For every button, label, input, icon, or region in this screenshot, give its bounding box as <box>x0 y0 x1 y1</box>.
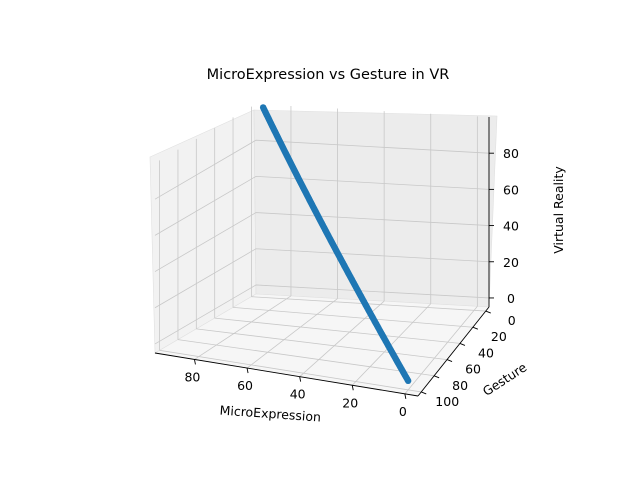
scatter-point <box>259 104 267 111</box>
floor-grid-y <box>196 328 448 360</box>
floor-grid-x <box>194 295 292 360</box>
x-tick-label: 20 <box>342 395 358 410</box>
floor-grid-y <box>159 349 422 393</box>
z-tick-label: 80 <box>503 146 519 161</box>
y-tick-mark <box>485 310 491 314</box>
chart-title: MicroExpression vs Gesture in VR <box>207 67 450 83</box>
y-tick-label: 60 <box>465 362 481 377</box>
y-tick-mark <box>446 359 453 363</box>
y-tick-label: 20 <box>491 329 507 344</box>
y-tick-label: 100 <box>435 394 459 409</box>
z-axis-label: Virtual Reality <box>551 166 566 254</box>
x-tick-mark <box>404 393 407 399</box>
y-tick-mark <box>472 326 479 330</box>
z-tick-label: 60 <box>503 182 519 197</box>
grid-z <box>154 139 490 200</box>
floor-grid-y <box>177 339 435 377</box>
floor-grid-x <box>351 303 432 386</box>
y-tick-label: 40 <box>478 345 494 360</box>
floor-grid-y <box>233 307 473 328</box>
grid-z <box>154 212 490 272</box>
x-tick-label: 60 <box>237 378 253 393</box>
y-tick-label: 80 <box>452 378 468 393</box>
y-tick-mark <box>459 342 466 346</box>
floor-grid-x <box>246 298 338 369</box>
x-axis-line <box>154 352 419 397</box>
x-tick-label: 40 <box>290 387 306 402</box>
grid-z <box>154 175 490 236</box>
y-tick-mark <box>421 391 427 395</box>
grid-z <box>154 284 490 345</box>
x-tick-label: 80 <box>184 369 200 384</box>
x-tick-mark <box>299 376 302 382</box>
z-tick-label: 0 <box>507 291 515 306</box>
axes-panes <box>149 109 498 397</box>
back-pane <box>253 109 498 308</box>
z-tick-label: 20 <box>503 255 519 270</box>
y-axis-label: Gesture <box>480 359 530 399</box>
axes <box>154 117 494 399</box>
x-tick-mark <box>246 367 249 374</box>
y-axis-line <box>417 306 490 397</box>
gridlines <box>154 105 490 395</box>
data-points <box>259 104 412 385</box>
y-tick-label: 0 <box>508 313 516 328</box>
x-tick-mark <box>194 359 196 365</box>
z-tick-label: 40 <box>503 219 519 234</box>
x-axis-label: MicroExpression <box>219 402 321 424</box>
floor-grid-y <box>214 317 460 344</box>
floor-grid-x <box>404 306 478 395</box>
y-tick-mark <box>433 375 440 379</box>
x-tick-label: 0 <box>399 404 407 419</box>
x-tick-mark <box>351 385 354 391</box>
grid-z <box>154 248 490 309</box>
